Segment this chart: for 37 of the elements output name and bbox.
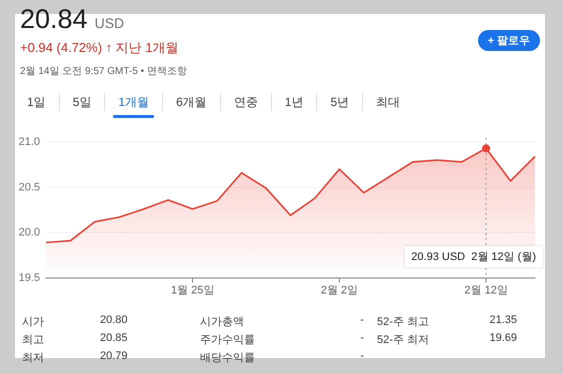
y-tick-label: 20.5	[18, 181, 40, 194]
chart-title: 20.84	[20, 4, 88, 34]
text: 19.69	[489, 332, 517, 344]
x-tick-label: 1월 25일	[170, 284, 214, 296]
text: 52-주 최저	[377, 333, 429, 347]
y-tick-label: 19.5	[18, 272, 40, 284]
text: 5일	[58, 93, 104, 111]
x-tick-label: 2월 12일	[464, 284, 508, 296]
y-tick-label: 21.0	[18, 136, 40, 148]
text: 20.79	[100, 350, 128, 362]
x-tick-label: 2월 2일	[320, 284, 358, 296]
text: 최대	[362, 93, 414, 111]
text: + 팔로우	[478, 30, 540, 51]
text: 주가수익률	[200, 333, 255, 347]
text: 5년	[316, 93, 362, 111]
text: 20.80	[100, 314, 128, 326]
text: -	[360, 350, 364, 362]
annotation: 20.93 USD 2월 12일 (월)	[411, 250, 536, 263]
text: 2월 14일 오전 9:57 GMT-5 • 면책조항	[20, 65, 187, 78]
text: 1개월	[104, 93, 162, 111]
text: 배당수익률	[200, 351, 255, 365]
text: -	[360, 314, 364, 326]
text: 최저	[22, 351, 44, 365]
text: 시가총액	[200, 315, 244, 329]
text: 최고	[22, 333, 44, 347]
text: 20.85	[100, 332, 128, 344]
text: -	[360, 332, 364, 344]
y-tick-label: 20.0	[18, 226, 40, 239]
chart-subtitle: +0.94 (4.72%) ↑ 지난 1개월	[20, 39, 179, 57]
text: 6개월	[162, 93, 220, 111]
text: 52-주 최고	[377, 315, 429, 329]
text: 1년	[270, 93, 316, 111]
text: 연중	[220, 93, 271, 111]
text: 21.35	[489, 314, 517, 326]
text: USD	[94, 15, 124, 31]
text: 1일	[26, 94, 47, 111]
text: 시가	[22, 315, 44, 329]
